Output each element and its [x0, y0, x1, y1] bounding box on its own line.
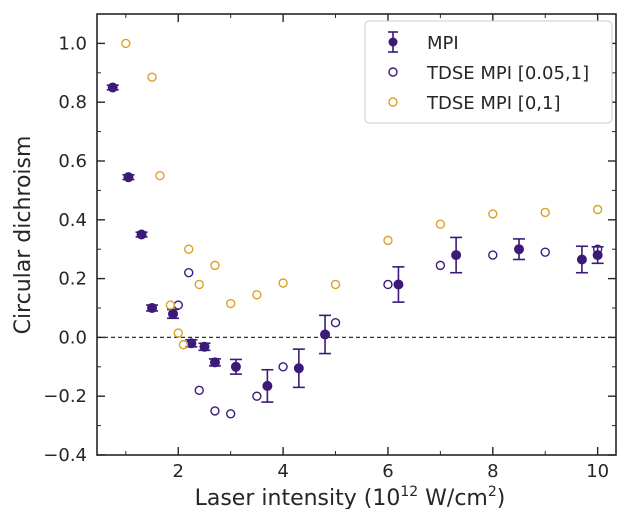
y-tick-label: −0.2 — [43, 386, 87, 407]
data-point — [186, 338, 197, 349]
legend-label: TDSE MPI [0,1] — [426, 93, 560, 114]
data-point — [488, 250, 498, 260]
data-point — [230, 361, 241, 372]
data-point — [173, 300, 183, 310]
data-point — [210, 406, 220, 416]
data-point — [514, 244, 525, 255]
data-point — [451, 250, 462, 261]
x-axis-label-close: ) — [497, 486, 506, 509]
legend-marker — [388, 37, 398, 47]
data-point — [592, 244, 603, 254]
y-tick-label: 0.2 — [58, 269, 87, 290]
data-point — [383, 235, 393, 246]
data-point — [168, 308, 179, 319]
x-tick-label: 10 — [586, 461, 609, 482]
plot-area — [97, 38, 616, 419]
data-point — [576, 254, 587, 265]
legend-marker — [388, 67, 398, 77]
y-axis-label: Circular dichroism — [11, 136, 36, 335]
data-point — [155, 170, 165, 181]
data-point — [488, 209, 498, 219]
data-point — [252, 391, 262, 401]
legend-marker — [388, 97, 398, 107]
axes: 2 4 6 8 10 −0.4 −0.2 0.0 0.2 0.4 0.6 0.8 1.0 — [43, 13, 617, 482]
data-point — [173, 328, 183, 338]
legend: MPI TDSE MPI [0.05,1] TDSE MPI [0,1] — [364, 20, 613, 124]
data-point — [252, 290, 262, 300]
data-point — [136, 229, 147, 240]
data-point — [147, 72, 157, 82]
y-tick-label: −0.4 — [43, 445, 87, 466]
x-tick-label: 6 — [382, 461, 393, 482]
data-point — [278, 362, 288, 372]
data-point — [262, 380, 273, 391]
legend-box — [364, 20, 613, 124]
x-axis-label: Laser intensity (1012 W/cm2) — [195, 484, 506, 509]
data-point — [121, 38, 131, 49]
data-point — [123, 172, 134, 183]
y-tick-label: 0.8 — [58, 92, 87, 113]
data-point — [330, 318, 341, 328]
data-point — [225, 409, 236, 419]
data-point — [147, 303, 158, 313]
x-tick-label: 8 — [487, 461, 498, 482]
legend-label: MPI — [427, 33, 459, 54]
x-tick-label: 2 — [173, 461, 184, 482]
data-point — [393, 279, 404, 290]
series-0 — [106, 82, 604, 403]
axes-frame — [96, 13, 617, 456]
data-point — [194, 385, 204, 396]
data-point — [225, 298, 236, 309]
x-axis-label-exponent: 12 — [400, 484, 418, 500]
data-point — [330, 279, 341, 290]
data-point — [199, 341, 210, 352]
x-tick-label: 4 — [277, 461, 288, 482]
data-point — [278, 278, 288, 288]
data-point — [383, 279, 393, 290]
data-point — [293, 363, 304, 374]
data-point — [540, 247, 550, 257]
data-point — [184, 244, 194, 254]
data-point — [540, 207, 550, 218]
y-tick-label: 0.6 — [58, 151, 87, 172]
x-axis-label-main: Laser intensity (10 — [195, 486, 401, 509]
data-point — [194, 279, 204, 290]
data-point — [592, 204, 603, 215]
data-point — [435, 260, 446, 271]
data-point — [165, 300, 176, 310]
data-point — [209, 357, 220, 368]
x-axis-label-unit: W/cm — [418, 486, 488, 509]
data-point — [435, 219, 446, 229]
series-1 — [173, 244, 603, 419]
data-point — [184, 268, 194, 278]
legend-label: TDSE MPI [0.05,1] — [426, 63, 589, 84]
y-tick-label: 0.0 — [58, 327, 87, 348]
data-point — [107, 82, 118, 93]
data-point — [320, 329, 331, 340]
x-axis-label-square: 2 — [488, 484, 497, 500]
y-tick-label: 0.4 — [58, 210, 87, 231]
data-point — [178, 340, 189, 350]
series-2 — [121, 38, 603, 350]
data-point — [210, 260, 220, 271]
y-tick-label: 1.0 — [58, 33, 87, 54]
